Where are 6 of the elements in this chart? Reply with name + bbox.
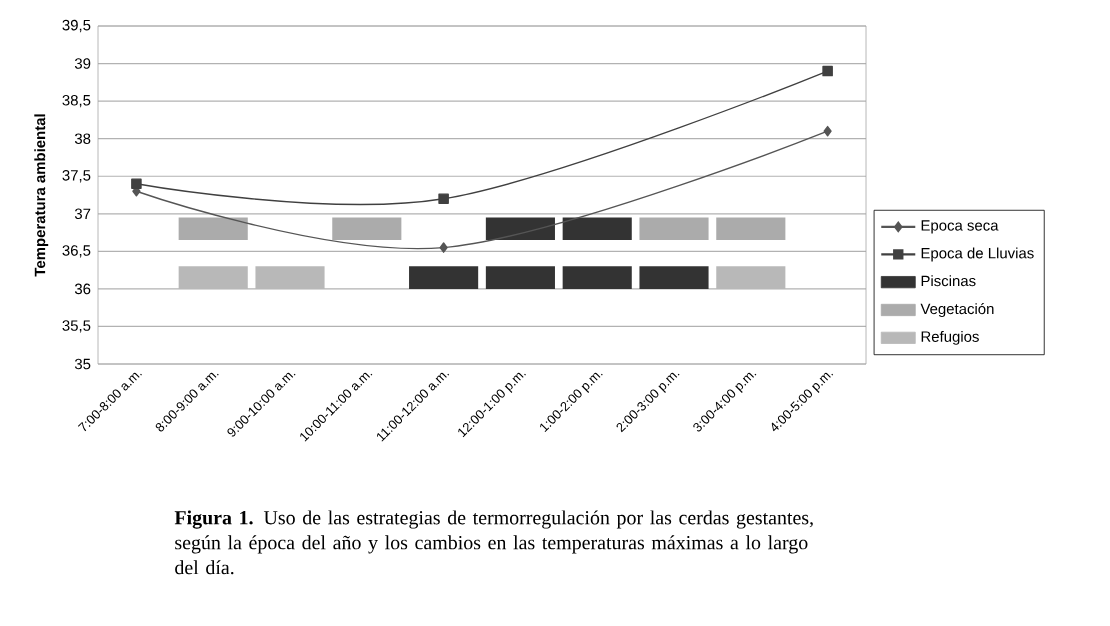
point	[439, 242, 448, 253]
point	[822, 65, 833, 77]
text: Figura 1. Uso de las estrategias de termorregulación por las cerdas gestantes, según la época del año y los cambios en las temperaturas máximas a lo largo del día.	[174, 510, 813, 575]
point	[131, 178, 142, 190]
point	[438, 193, 449, 205]
point	[823, 125, 832, 137]
